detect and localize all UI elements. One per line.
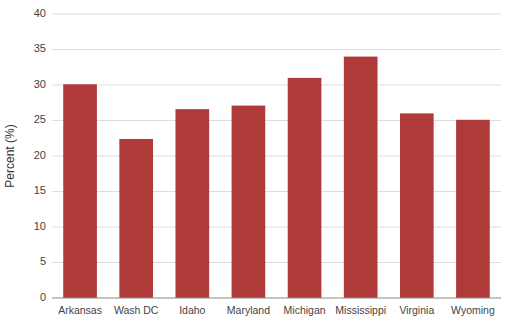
grid-line [52, 49, 501, 50]
y-tick-label: 35 [34, 42, 46, 54]
grid-line [52, 14, 501, 15]
x-tick-label: Michigan [284, 304, 326, 316]
chart: 0 5 10 15 20 25 30 35 40 Percent (%) Arkansas Wash … [0, 0, 511, 328]
y-tick-label: 40 [34, 7, 46, 19]
bar [63, 84, 97, 298]
y-tick-label: 20 [34, 149, 46, 161]
x-tick-label: Wyoming [451, 304, 495, 316]
grid-line [52, 85, 501, 86]
x-tick-label: Mississippi [335, 304, 386, 316]
grid [52, 14, 501, 298]
x-axis-line [52, 298, 501, 299]
bar [175, 109, 209, 298]
x-tick-label: Idaho [179, 304, 205, 316]
bar [400, 113, 434, 298]
chart-container: 0 5 10 15 20 25 30 35 40 Percent (%) Arkansas Wash … [0, 0, 511, 328]
grid-line [52, 298, 501, 299]
bar [288, 78, 322, 298]
y-axis-label: Percent (%) [3, 124, 17, 187]
x-tick-label: Virginia [399, 304, 434, 316]
x-tick-label: Maryland [227, 304, 270, 316]
bar [344, 57, 378, 298]
y-tick-label: 25 [34, 113, 46, 125]
x-tick-label: Wash DC [114, 304, 159, 316]
x-tick-label: Arkansas [58, 304, 102, 316]
y-tick-label: 10 [34, 220, 46, 232]
bar [456, 120, 490, 298]
bar [119, 139, 153, 298]
x-axis: Arkansas Wash DC Idaho Maryland Michigan Miss… [58, 304, 495, 316]
y-tick-label: 0 [40, 291, 46, 303]
bars [63, 57, 490, 298]
y-tick-label: 15 [34, 184, 46, 196]
y-axis: 0 5 10 15 20 25 30 35 40 [34, 7, 46, 303]
y-tick-label: 5 [40, 255, 46, 267]
bar [232, 106, 266, 298]
y-tick-label: 30 [34, 78, 46, 90]
